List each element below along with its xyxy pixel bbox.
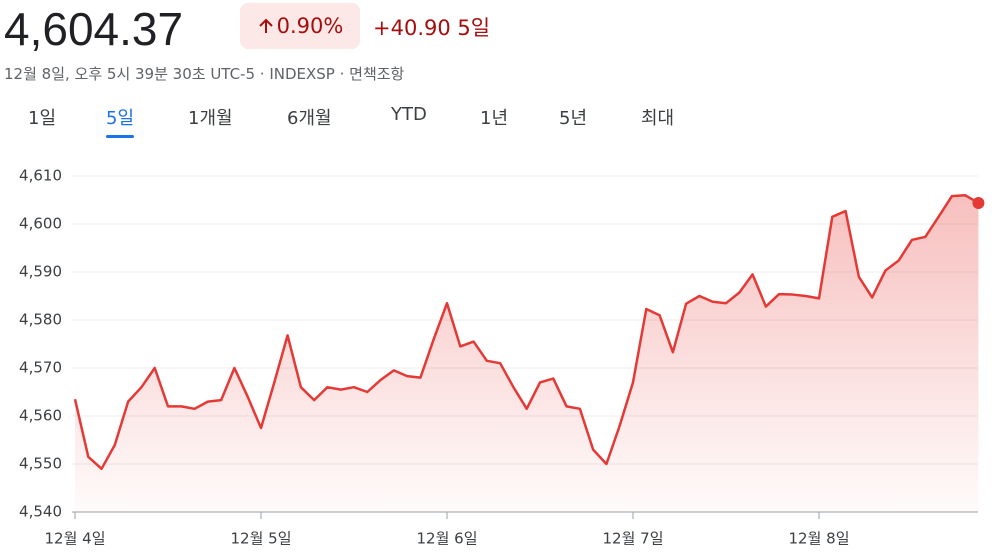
subtitle: 12월 8일, 오후 5시 39분 30초 UTC-5 · INDEXSP · … (4, 65, 405, 83)
x-tick-label: 12월 6일 (417, 530, 478, 548)
change-badge: 0.90% (240, 3, 360, 49)
x-tick-label: 12월 5일 (231, 530, 292, 548)
price-line (73, 193, 980, 471)
y-tick-label: 4,600 (19, 215, 62, 233)
range-tab[interactable]: 최대 (641, 108, 675, 129)
y-tick-label: 4,560 (19, 407, 62, 425)
y-tick-label: 4,550 (19, 455, 62, 473)
price: 4,604.37 (4, 3, 184, 55)
y-tick-label: 4,580 (19, 311, 62, 329)
range-tab[interactable]: 1개월 (188, 108, 233, 129)
y-tick-label: 4,570 (19, 359, 62, 377)
change-percent: 0.90% (276, 14, 344, 38)
up-arrow (258, 18, 273, 33)
y-tick-label: 4,610 (19, 167, 62, 185)
change-abs: +40.90 5일 (373, 16, 491, 40)
range-tab[interactable]: YTD (391, 104, 427, 125)
range-tab[interactable]: 5년 (559, 108, 588, 129)
y-tick-label: 4,540 (19, 503, 62, 521)
y-tick-label: 4,590 (19, 263, 62, 281)
range-tab[interactable]: 1년 (480, 108, 509, 129)
range-tab[interactable]: 1일 (28, 108, 57, 129)
range-tab[interactable]: 5일 (106, 104, 135, 138)
x-tick-label: 12월 7일 (603, 530, 664, 548)
last-point (972, 197, 985, 210)
range-tab[interactable]: 6개월 (287, 108, 332, 129)
x-tick-label: 12월 8일 (789, 530, 850, 548)
x-tick-label: 12월 4일 (45, 530, 106, 548)
area (75, 195, 979, 512)
